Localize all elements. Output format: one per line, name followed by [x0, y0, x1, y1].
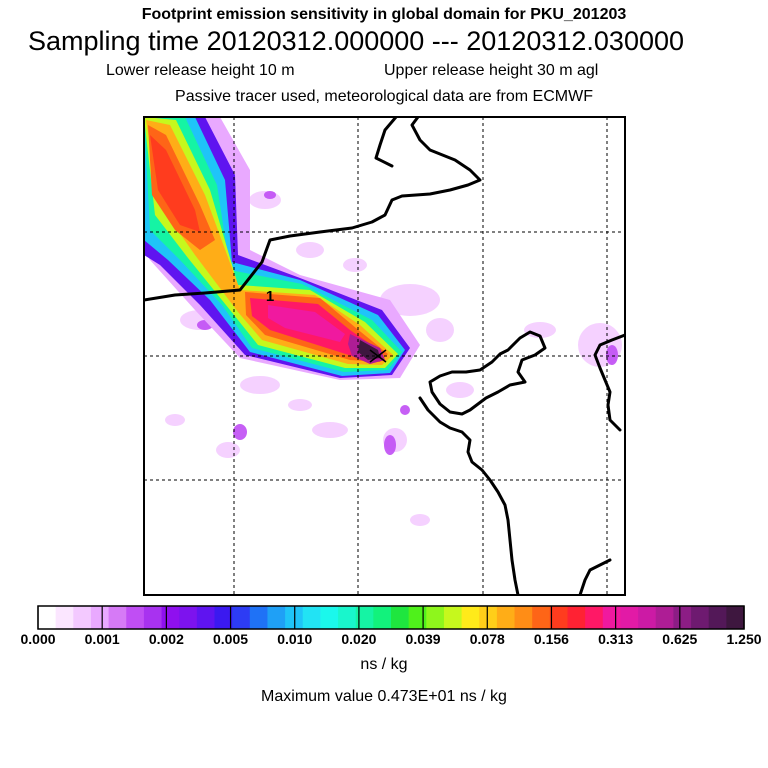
colorbar-cell — [108, 606, 127, 629]
colorbar-cell — [73, 606, 92, 629]
colorbar-tick-label: 1.250 — [726, 631, 762, 647]
map-frame — [143, 116, 626, 596]
colorbar-cell — [514, 606, 533, 629]
colorbar — [38, 606, 745, 629]
colorbar-cell — [638, 606, 657, 629]
coastline-north — [144, 117, 482, 302]
coastline-north-inlet — [374, 117, 398, 168]
release-height-lower: Lower release height 10 m — [106, 62, 295, 79]
colorbar-cell — [426, 606, 445, 629]
colorbar-cell — [461, 606, 480, 629]
station-label: 1 — [266, 288, 274, 305]
colorbar-tick-label: 0.010 — [277, 631, 313, 647]
colorbar-cell — [620, 606, 639, 629]
colorbar-cell — [655, 606, 674, 629]
plume — [144, 117, 420, 380]
colorbar-tick-label: 0.000 — [20, 631, 56, 647]
colorbar-cell — [443, 606, 463, 629]
colorbar-cell — [338, 606, 357, 629]
colorbar-cell — [408, 606, 427, 629]
colorbar-cell — [126, 606, 145, 629]
coastline-southeast — [578, 558, 612, 595]
colorbar-cell — [391, 606, 410, 629]
colorbar-cell — [355, 606, 374, 629]
colorbar-cell — [196, 606, 216, 629]
colorbar-cell — [55, 606, 74, 629]
colorbar-cell — [373, 606, 392, 629]
colorbar-cell — [532, 606, 551, 629]
colorbar-cell — [320, 606, 339, 629]
coastlines — [144, 117, 625, 595]
coastline-south — [418, 396, 520, 595]
colorbar-cell — [567, 606, 586, 629]
colorbar-tick-label: 0.625 — [662, 631, 698, 647]
tracer-info: Passive tracer used, meteorological data… — [175, 88, 593, 105]
sensitivity-field — [144, 117, 622, 526]
release-height-upper: Upper release height 30 m agl — [384, 62, 599, 79]
colorbar-cell — [602, 606, 622, 629]
colorbar-cell — [161, 606, 180, 629]
colorbar-cell — [143, 606, 163, 629]
colorbar-cell — [496, 606, 516, 629]
colorbar-cell — [38, 606, 57, 629]
colorbar-cell — [267, 606, 286, 629]
colorbar-cell — [691, 606, 710, 629]
colorbar-cell — [726, 606, 745, 629]
gridlines — [144, 117, 625, 595]
colorbar-cell — [549, 606, 569, 629]
low-sensitivity-patches — [165, 191, 622, 526]
receptor-station-marker — [369, 349, 387, 363]
colorbar-tick-label: 0.039 — [405, 631, 441, 647]
coastline-east — [593, 333, 625, 432]
colorbar-tick-label: 0.078 — [469, 631, 505, 647]
colorbar-tick-label: 0.313 — [598, 631, 634, 647]
colorbar-tick-label: 0.002 — [148, 631, 184, 647]
colorbar-tick-label: 0.001 — [84, 631, 120, 647]
colorbar-cell — [214, 606, 233, 629]
colorbar-cell — [479, 606, 498, 629]
colorbar-frame — [37, 605, 745, 630]
colorbar-cell — [673, 606, 692, 629]
figure-title: Footprint emission sensitivity in global… — [141, 6, 627, 23]
coastline-peninsula — [428, 330, 547, 416]
colorbar-cell — [708, 606, 727, 629]
colorbar-cell — [249, 606, 269, 629]
maximum-value: Maximum value 0.473E+01 ns / kg — [261, 688, 507, 705]
colorbar-cell — [90, 606, 110, 629]
colorbar-cell — [179, 606, 198, 629]
sampling-time: Sampling time 20120312.000000 --- 201203… — [28, 26, 685, 56]
colorbar-tick-label: 0.020 — [341, 631, 377, 647]
colorbar-cell — [302, 606, 321, 629]
colorbar-cell — [585, 606, 604, 629]
colorbar-units: ns / kg — [360, 656, 408, 673]
colorbar-tick-label: 0.156 — [533, 631, 569, 647]
colorbar-cell — [232, 606, 251, 629]
colorbar-tick-label: 0.005 — [213, 631, 249, 647]
